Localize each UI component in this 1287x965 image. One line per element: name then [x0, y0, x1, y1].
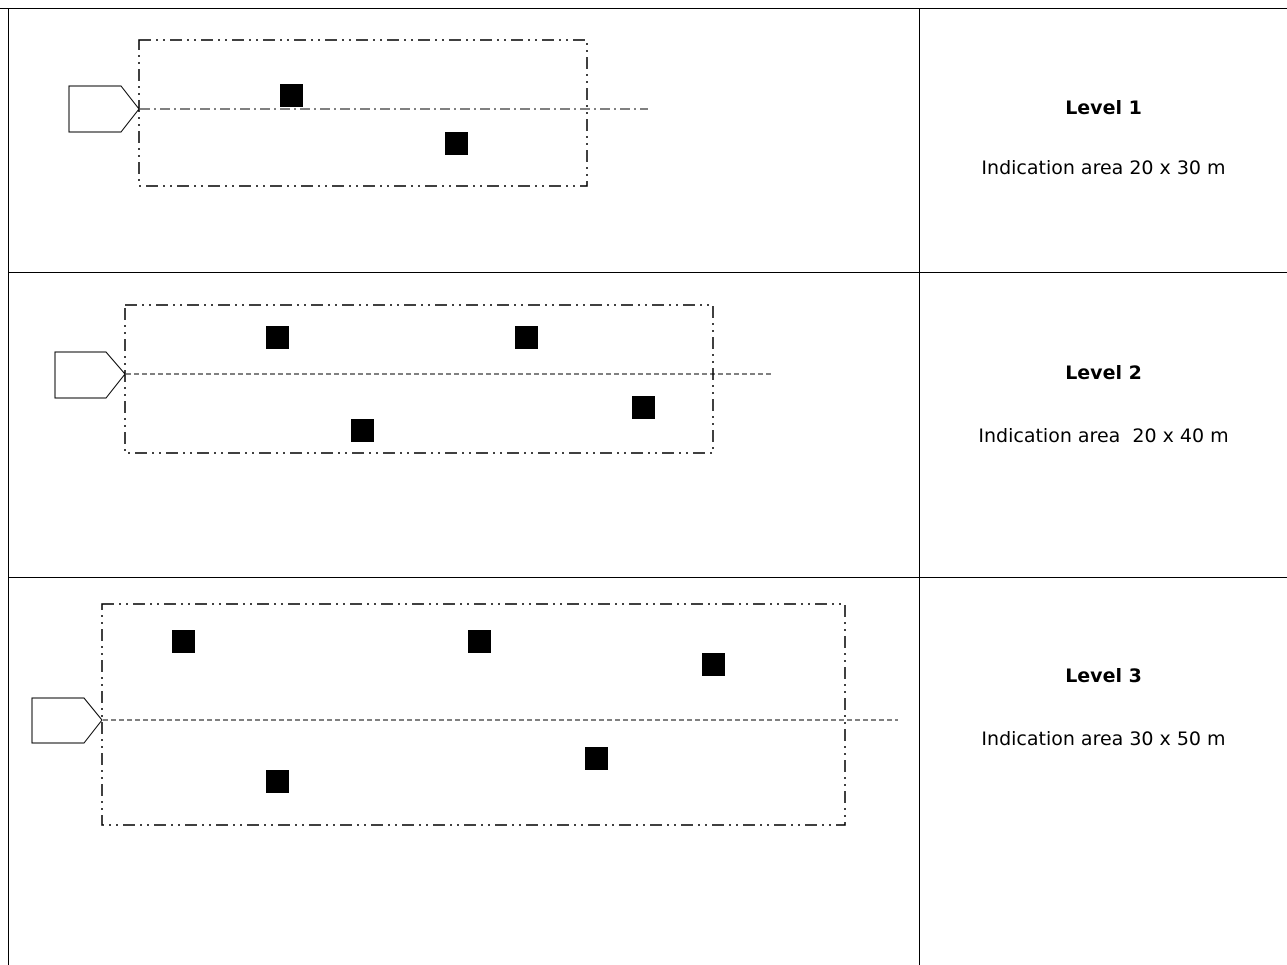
vehicle-icon — [54, 351, 126, 399]
level-description: Indication area 20 x 30 m — [981, 157, 1226, 179]
level-row-2: Level 2 Indication area 20 x 40 m — [0, 272, 1287, 577]
indication-marker — [266, 326, 289, 349]
level-description: Indication area 30 x 50 m — [981, 728, 1226, 750]
level-2-label-cell: Level 2 Indication area 20 x 40 m — [920, 272, 1287, 577]
level-title: Level 3 — [1065, 665, 1142, 687]
indication-marker — [351, 419, 374, 442]
level-2-diagram-svg — [54, 304, 774, 454]
level-1-diagram-svg — [68, 39, 648, 187]
level-1-label-cell: Level 1 Indication area 20 x 30 m — [920, 8, 1287, 272]
indication-area-boundary — [124, 304, 714, 454]
level-description: Indication area 20 x 40 m — [978, 425, 1229, 447]
level-1-diagram — [0, 8, 920, 272]
level-title: Level 1 — [1065, 97, 1142, 119]
indication-marker — [585, 747, 608, 770]
level-3-label-cell: Level 3 Indication area 30 x 50 m — [920, 577, 1287, 965]
indication-marker — [515, 326, 538, 349]
level-row-3: Level 3 Indication area 30 x 50 m — [0, 577, 1287, 965]
indication-area-boundary — [138, 39, 588, 187]
indication-marker — [632, 396, 655, 419]
vehicle-icon — [31, 697, 103, 744]
vehicle-icon — [68, 85, 140, 133]
indication-area-boundary — [101, 603, 846, 826]
level-3-diagram — [0, 577, 920, 965]
level-2-diagram — [0, 272, 920, 577]
indication-marker — [468, 630, 491, 653]
indication-marker — [445, 132, 468, 155]
indication-marker — [266, 770, 289, 793]
indication-marker — [280, 84, 303, 107]
level-row-1: Level 1 Indication area 20 x 30 m — [0, 8, 1287, 272]
level-title: Level 2 — [1065, 362, 1142, 384]
indication-marker — [172, 630, 195, 653]
indication-marker — [702, 653, 725, 676]
level-3-diagram-svg — [31, 603, 898, 826]
